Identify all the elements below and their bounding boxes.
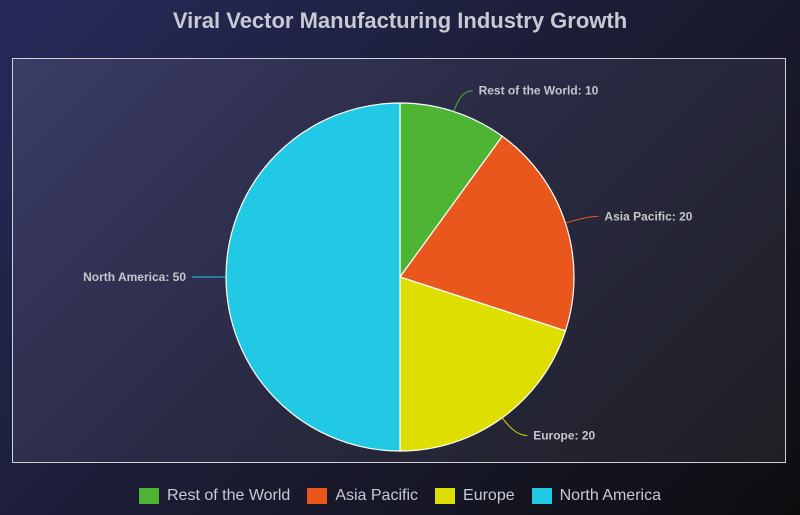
- data-label: Europe: 20: [533, 429, 595, 443]
- legend-swatch: [139, 488, 159, 504]
- legend-item-asia-pacific[interactable]: Asia Pacific: [307, 487, 418, 505]
- legend-label: Rest of the World: [167, 487, 291, 504]
- data-label: North America: 50: [83, 270, 186, 284]
- leader-line: [501, 417, 528, 437]
- legend: Rest of the World Asia Pacific Europe No…: [0, 487, 800, 505]
- legend-label: Europe: [463, 487, 515, 504]
- chart-title: Viral Vector Manufacturing Industry Grow…: [172, 8, 628, 33]
- legend-swatch: [307, 488, 328, 504]
- leader-line: [565, 215, 599, 224]
- pie-slice-north-america[interactable]: [225, 102, 401, 452]
- legend-item-europe[interactable]: Europe: [435, 487, 515, 505]
- data-label: Rest of the World: 10: [479, 84, 599, 98]
- legend-label: North America: [559, 487, 661, 504]
- leader-line: [453, 90, 473, 112]
- legend-swatch: [531, 488, 552, 504]
- legend-label: Asia Pacific: [335, 487, 419, 504]
- legend-item-north-america[interactable]: North America: [531, 487, 661, 505]
- legend-swatch: [435, 488, 456, 504]
- legend-item-rest-of-the-world[interactable]: Rest of the World: [139, 487, 290, 505]
- data-label: Asia Pacific: 20: [604, 209, 692, 223]
